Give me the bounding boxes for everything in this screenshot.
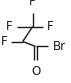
Text: O: O [31, 65, 40, 78]
Text: F: F [47, 20, 53, 33]
Text: F: F [6, 20, 13, 33]
Text: F: F [0, 35, 7, 48]
Text: F: F [29, 0, 36, 8]
Text: Br: Br [53, 40, 66, 53]
